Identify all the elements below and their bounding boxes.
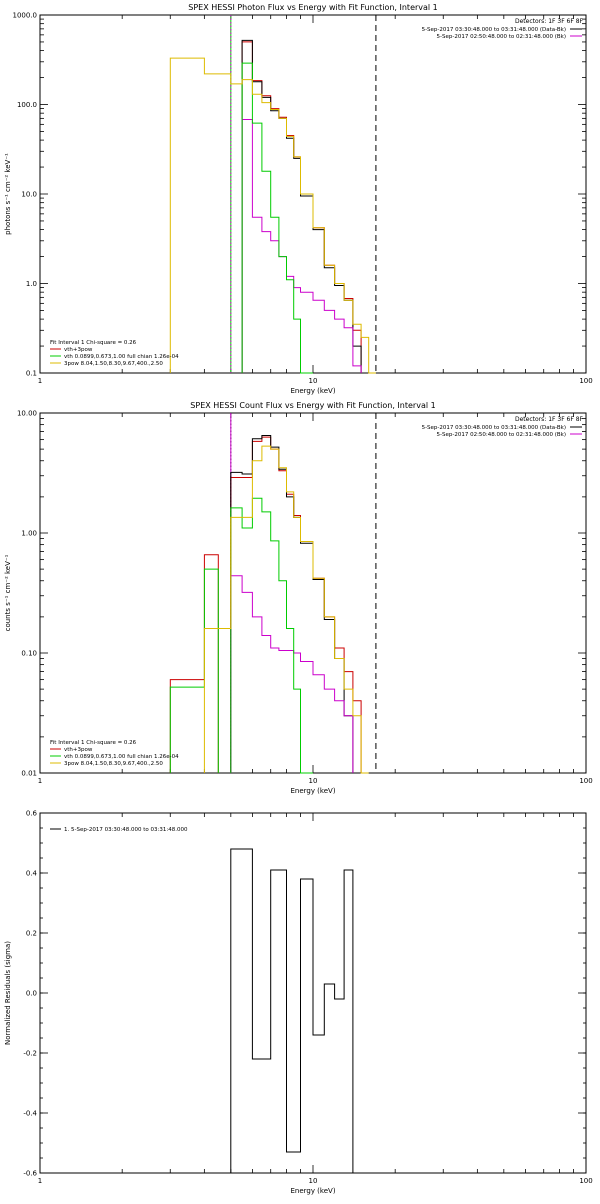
y-tick-label: 10.0 <box>21 191 37 199</box>
x-axis-label: Energy (keV) <box>290 1187 335 1195</box>
legend-right-entry: 5-Sep-2017 02:50:48.000 to 02:31:48.000 … <box>437 432 567 438</box>
y-tick-label: 0.0 <box>26 990 37 998</box>
x-tick-label: 10 <box>309 1177 318 1185</box>
legend-left-entry: 3pow 8.04,1.50,8.30,9.67,400.,2.50 <box>64 361 163 367</box>
y-tick-label: 1.0 <box>26 280 37 288</box>
series-line-data-bk <box>241 39 362 373</box>
y-tick-label: -0.6 <box>23 1170 37 1178</box>
legend-right-entry: 5-Sep-2017 03:30:48.000 to 03:31:48.000 … <box>422 27 566 33</box>
x-axis: 1 10 100 Energy (keV) <box>38 15 593 395</box>
x-tick-label: 10 <box>309 777 318 785</box>
series-line-vth-3pow <box>169 554 219 773</box>
y-tick-label: 100.0 <box>17 101 37 109</box>
y-tick-label: 0.4 <box>26 870 38 878</box>
series-line-vth-3pow <box>241 41 362 373</box>
y-axis-label: Normalized Residuals (sigma) <box>4 941 12 1045</box>
y-axis: 0.1 1.0 10.0 100.0 1000.0 photons s⁻¹ cm⁻² ke… <box>4 12 586 378</box>
series-line-vth-3pow <box>230 436 362 773</box>
panel-2: SPEX HESSI Count Flux vs Energy with Fit… <box>4 401 593 795</box>
x-axis-label: Energy (keV) <box>290 387 335 395</box>
y-tick-label: 0.01 <box>21 770 37 778</box>
y-axis: -0.6 -0.4 -0.2 0.0 0.2 0.4 0.6 Normalized Resid… <box>4 810 586 1178</box>
series-line-1-5-sep-2017-03-30-48-000-to-03-31-48-000 <box>230 848 362 1174</box>
x-tick-label: 1 <box>38 777 42 785</box>
y-tick-label: 1.00 <box>21 530 37 538</box>
series-line-vth <box>169 568 219 773</box>
y-tick-label: 0.6 <box>26 810 38 818</box>
y-tick-label: 0.1 <box>26 370 37 378</box>
x-tick-label: 100 <box>579 777 592 785</box>
x-tick-label: 100 <box>579 1177 592 1185</box>
x-axis-label: Energy (keV) <box>290 787 335 795</box>
y-axis-label: counts s⁻¹ cm⁻² keV⁻¹ <box>4 554 12 631</box>
y-axis: 0.01 0.10 1.00 10.00 counts s⁻¹ cm⁻² keV⁻¹ <box>4 410 586 778</box>
legend-left-entry: Fit Interval 1 Chi-square = 0.26 <box>50 740 137 746</box>
series-group <box>230 848 362 1174</box>
legend-left-entry: 3pow 8.04,1.50,8.30,9.67,400.,2.50 <box>64 761 163 767</box>
x-tick-label: 10 <box>309 377 318 385</box>
y-axis-label: photons s⁻¹ cm⁻² keV⁻¹ <box>4 153 12 235</box>
x-axis: 1 10 100 Energy (keV) <box>38 413 593 795</box>
x-axis: 1 10 100 Energy (keV) <box>38 813 593 1195</box>
legend-right-entry: 5-Sep-2017 02:50:48.000 to 02:31:48.000 … <box>437 34 567 40</box>
chart-title: SPEX HESSI Photon Flux vs Energy with Fi… <box>188 3 438 12</box>
y-tick-label: 10.00 <box>17 410 37 418</box>
x-tick-label: 100 <box>579 377 592 385</box>
series-line-3pow <box>169 57 376 374</box>
series-line-vth <box>241 62 313 374</box>
series-line-3pow <box>203 445 369 774</box>
x-tick-label: 1 <box>38 377 42 385</box>
x-tick-label: 1 <box>38 1177 42 1185</box>
legend-left-entry: vth+3pow <box>64 747 93 753</box>
y-tick-label: 1000.0 <box>13 12 38 20</box>
legend-left-entry: Fit Interval 1 Chi-square = 0.26 <box>50 340 137 346</box>
series-group <box>169 39 376 374</box>
panel-3: 1 10 100 Energy (keV) -0.6 -0.4 -0.2 0.0 0.2 0.4 0… <box>4 810 593 1196</box>
y-tick-label: 0.10 <box>21 650 37 658</box>
panel-1: SPEX HESSI Photon Flux vs Energy with Fi… <box>4 3 593 395</box>
detectors-label: Detectors: 1F 3F 6F 8F <box>515 18 584 25</box>
y-tick-label: -0.4 <box>23 1110 37 1118</box>
series-line-data-bk <box>230 435 362 774</box>
legend-left-entry: vth+3pow <box>64 347 93 353</box>
plot-frame <box>39 412 587 774</box>
series-line-vth <box>230 497 313 774</box>
y-tick-label: 0.2 <box>26 930 37 938</box>
detectors-label: Detectors: 1F 3F 6F 8F <box>515 416 584 423</box>
legend-left-entry: vth 0.0899,0.673,1.00 full chian 1.26e-0… <box>64 754 179 760</box>
legend-right-entry: 5-Sep-2017 03:30:48.000 to 03:31:48.000 … <box>422 425 566 431</box>
series-line-bk <box>241 119 362 373</box>
series-group <box>169 435 369 774</box>
series-line-bk <box>230 575 354 773</box>
legend-left-entry: 1. 5-Sep-2017 03:30:48.000 to 03:31:48.0… <box>64 827 188 833</box>
chart-title: SPEX HESSI Count Flux vs Energy with Fit… <box>190 401 435 410</box>
legend-left-entry: vth 0.0899,0.673,1.00 full chian 1.26e-0… <box>64 354 179 360</box>
y-tick-label: -0.2 <box>23 1050 37 1058</box>
